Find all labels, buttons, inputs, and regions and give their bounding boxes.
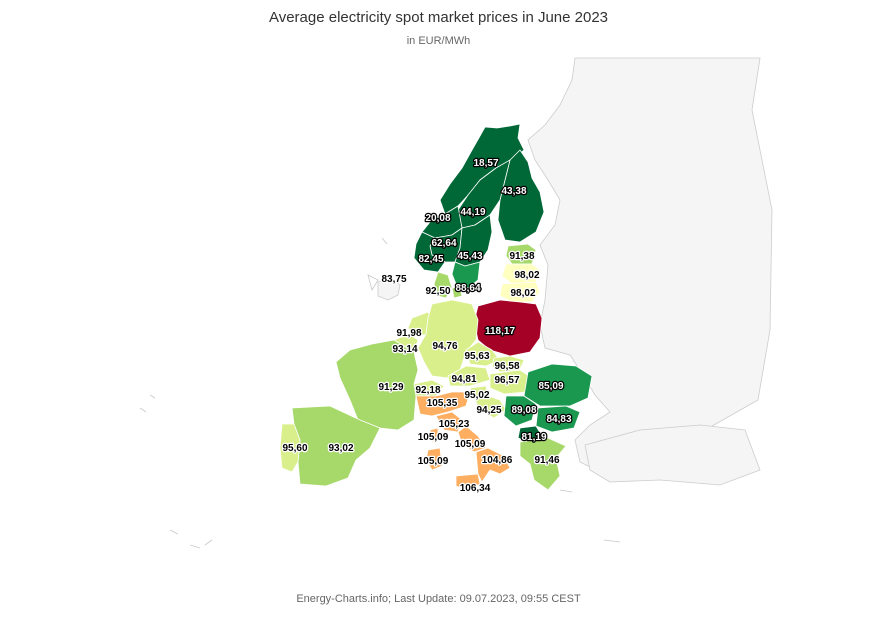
value-label: 93,02	[328, 443, 353, 454]
value-label: 95,60	[282, 443, 307, 454]
value-label: 92,50	[425, 286, 450, 297]
value-label: 118,17	[485, 326, 515, 337]
value-label: 62,64	[431, 238, 456, 249]
value-label: 105,35	[427, 398, 458, 409]
value-label: 95,02	[464, 390, 489, 401]
region-north-macedonia	[517, 425, 543, 443]
region-portugal	[279, 423, 301, 473]
value-label: 95,63	[464, 351, 489, 362]
value-label: 105,09	[418, 432, 449, 443]
value-label: 106,34	[460, 483, 491, 494]
region-dk2	[451, 287, 463, 299]
region-italy-north	[415, 391, 471, 417]
region-serbia	[503, 395, 537, 427]
value-label: 83,75	[381, 274, 406, 285]
chart-title: Average electricity spot market prices i…	[268, 9, 609, 26]
value-label: 89,08	[511, 405, 536, 416]
value-label: 43,38	[501, 186, 526, 197]
background-turkey	[584, 424, 761, 486]
value-label: 94,25	[476, 405, 501, 416]
value-label: 81,19	[521, 432, 546, 443]
region-dk1	[433, 271, 453, 299]
region-italy-centre-north	[435, 411, 463, 433]
value-label: 20,08	[425, 213, 450, 224]
region-lithuania	[499, 281, 541, 303]
value-label: 85,09	[538, 381, 563, 392]
value-label: 94,76	[432, 341, 457, 352]
region-italy-south	[475, 447, 511, 483]
region-se3	[454, 214, 493, 267]
region-italy-centre-south	[457, 425, 487, 453]
region-se4	[451, 261, 481, 289]
value-label: 91,98	[396, 328, 421, 339]
value-labels: 18,57 43,38 44,19 20,08 62,64 45,43 82,4…	[281, 157, 573, 496]
region-france	[335, 339, 419, 431]
value-label: 105,09	[455, 439, 486, 450]
region-sardinia	[425, 447, 443, 471]
region-no2	[413, 231, 446, 273]
source-footer: Energy-Charts.info; Last Update: 09.07.2…	[296, 593, 581, 605]
value-label: 88,64	[455, 283, 480, 294]
value-label: 84,83	[546, 414, 571, 425]
value-label: 93,14	[392, 344, 417, 355]
region-great-britain	[377, 277, 401, 301]
background-islands	[139, 237, 621, 549]
region-poland	[473, 299, 543, 357]
value-label: 18,57	[473, 158, 498, 169]
value-label: 96,58	[494, 361, 519, 372]
value-label: 98,02	[510, 288, 535, 299]
chart-subtitle: in EUR/MWh	[406, 35, 471, 47]
value-label: 105,09	[418, 456, 449, 467]
value-label: 91,29	[378, 382, 403, 393]
value-label: 105,23	[439, 419, 470, 430]
value-label: 98,02	[514, 270, 539, 281]
value-label: 92,18	[415, 385, 440, 396]
value-label: 45,43	[457, 251, 482, 262]
region-sicily	[455, 473, 481, 491]
value-label: 91,46	[534, 455, 559, 466]
value-label: 44,19	[460, 207, 485, 218]
value-label: 104,86	[482, 455, 513, 466]
value-label: 82,45	[418, 254, 443, 265]
region-corsica	[429, 427, 439, 443]
value-label: 91,38	[509, 251, 534, 262]
value-label: 94,81	[451, 374, 476, 385]
value-label: 96,57	[494, 375, 519, 386]
region-greece	[519, 437, 567, 491]
